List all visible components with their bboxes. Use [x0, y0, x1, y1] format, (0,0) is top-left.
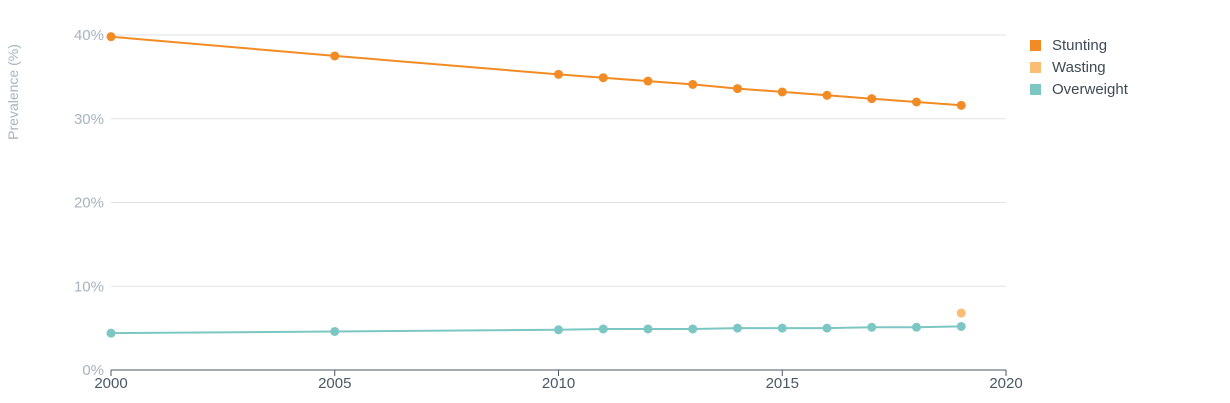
data-point-overweight	[598, 324, 608, 334]
data-point-overweight	[330, 326, 340, 336]
x-tick-label: 2020	[989, 375, 1022, 392]
y-axis-title: Prevalence (%)	[5, 44, 21, 140]
grid-lines	[111, 34, 1006, 287]
legend-item-stunting[interactable]: Stunting	[1030, 34, 1128, 56]
data-point-stunting	[777, 87, 787, 97]
y-tick-label: 0%	[82, 362, 104, 379]
x-tick-label: 2005	[318, 375, 351, 392]
y-tick-label: 10%	[74, 278, 104, 295]
legend-item-overweight[interactable]: Overweight	[1030, 78, 1128, 100]
x-tick-label: 2000	[94, 375, 127, 392]
data-point-overweight	[777, 323, 787, 333]
series-line-stunting	[110, 35, 962, 107]
legend: Stunting Wasting Overweight	[1030, 34, 1128, 100]
data-point-overweight	[733, 323, 742, 333]
data-point-stunting	[554, 69, 563, 79]
data-point-stunting	[956, 100, 966, 110]
y-tick-label: 20%	[74, 195, 104, 212]
series-layer	[106, 32, 966, 338]
legend-label: Wasting	[1052, 58, 1106, 76]
data-point-overweight	[643, 324, 653, 334]
data-point-stunting	[330, 51, 340, 61]
data-point-overweight	[956, 321, 966, 331]
data-point-overweight	[867, 322, 877, 332]
y-tick-label: 30%	[74, 111, 104, 128]
x-tick-label: 2010	[542, 375, 575, 392]
data-point-stunting	[598, 73, 608, 83]
x-tick-label: 2015	[766, 375, 799, 392]
data-point-stunting	[643, 76, 653, 86]
legend-label: Overweight	[1052, 80, 1128, 98]
data-point-overweight	[688, 324, 698, 334]
legend-swatch-wasting	[1030, 61, 1041, 73]
legend-item-wasting[interactable]: Wasting	[1030, 56, 1128, 78]
data-point-overweight	[912, 322, 921, 332]
data-point-overweight	[554, 325, 563, 335]
data-point-stunting	[912, 97, 921, 107]
data-point-stunting	[106, 32, 116, 42]
legend-label: Stunting	[1052, 36, 1108, 54]
series-line-overweight	[110, 325, 962, 335]
data-point-overweight	[822, 323, 832, 333]
data-point-stunting	[733, 84, 742, 94]
axes: Prevalence (%) 0% 10% 20% 30% 40% 2000 2005 201…	[5, 27, 1023, 392]
data-point-stunting	[867, 94, 877, 104]
legend-swatch-overweight	[1030, 83, 1041, 95]
legend-swatch-stunting	[1030, 39, 1041, 51]
y-tick-label: 40%	[74, 27, 104, 44]
data-point-stunting	[822, 90, 832, 100]
data-point-wasting	[956, 308, 966, 318]
data-point-overweight	[106, 328, 116, 338]
data-point-stunting	[688, 79, 698, 89]
